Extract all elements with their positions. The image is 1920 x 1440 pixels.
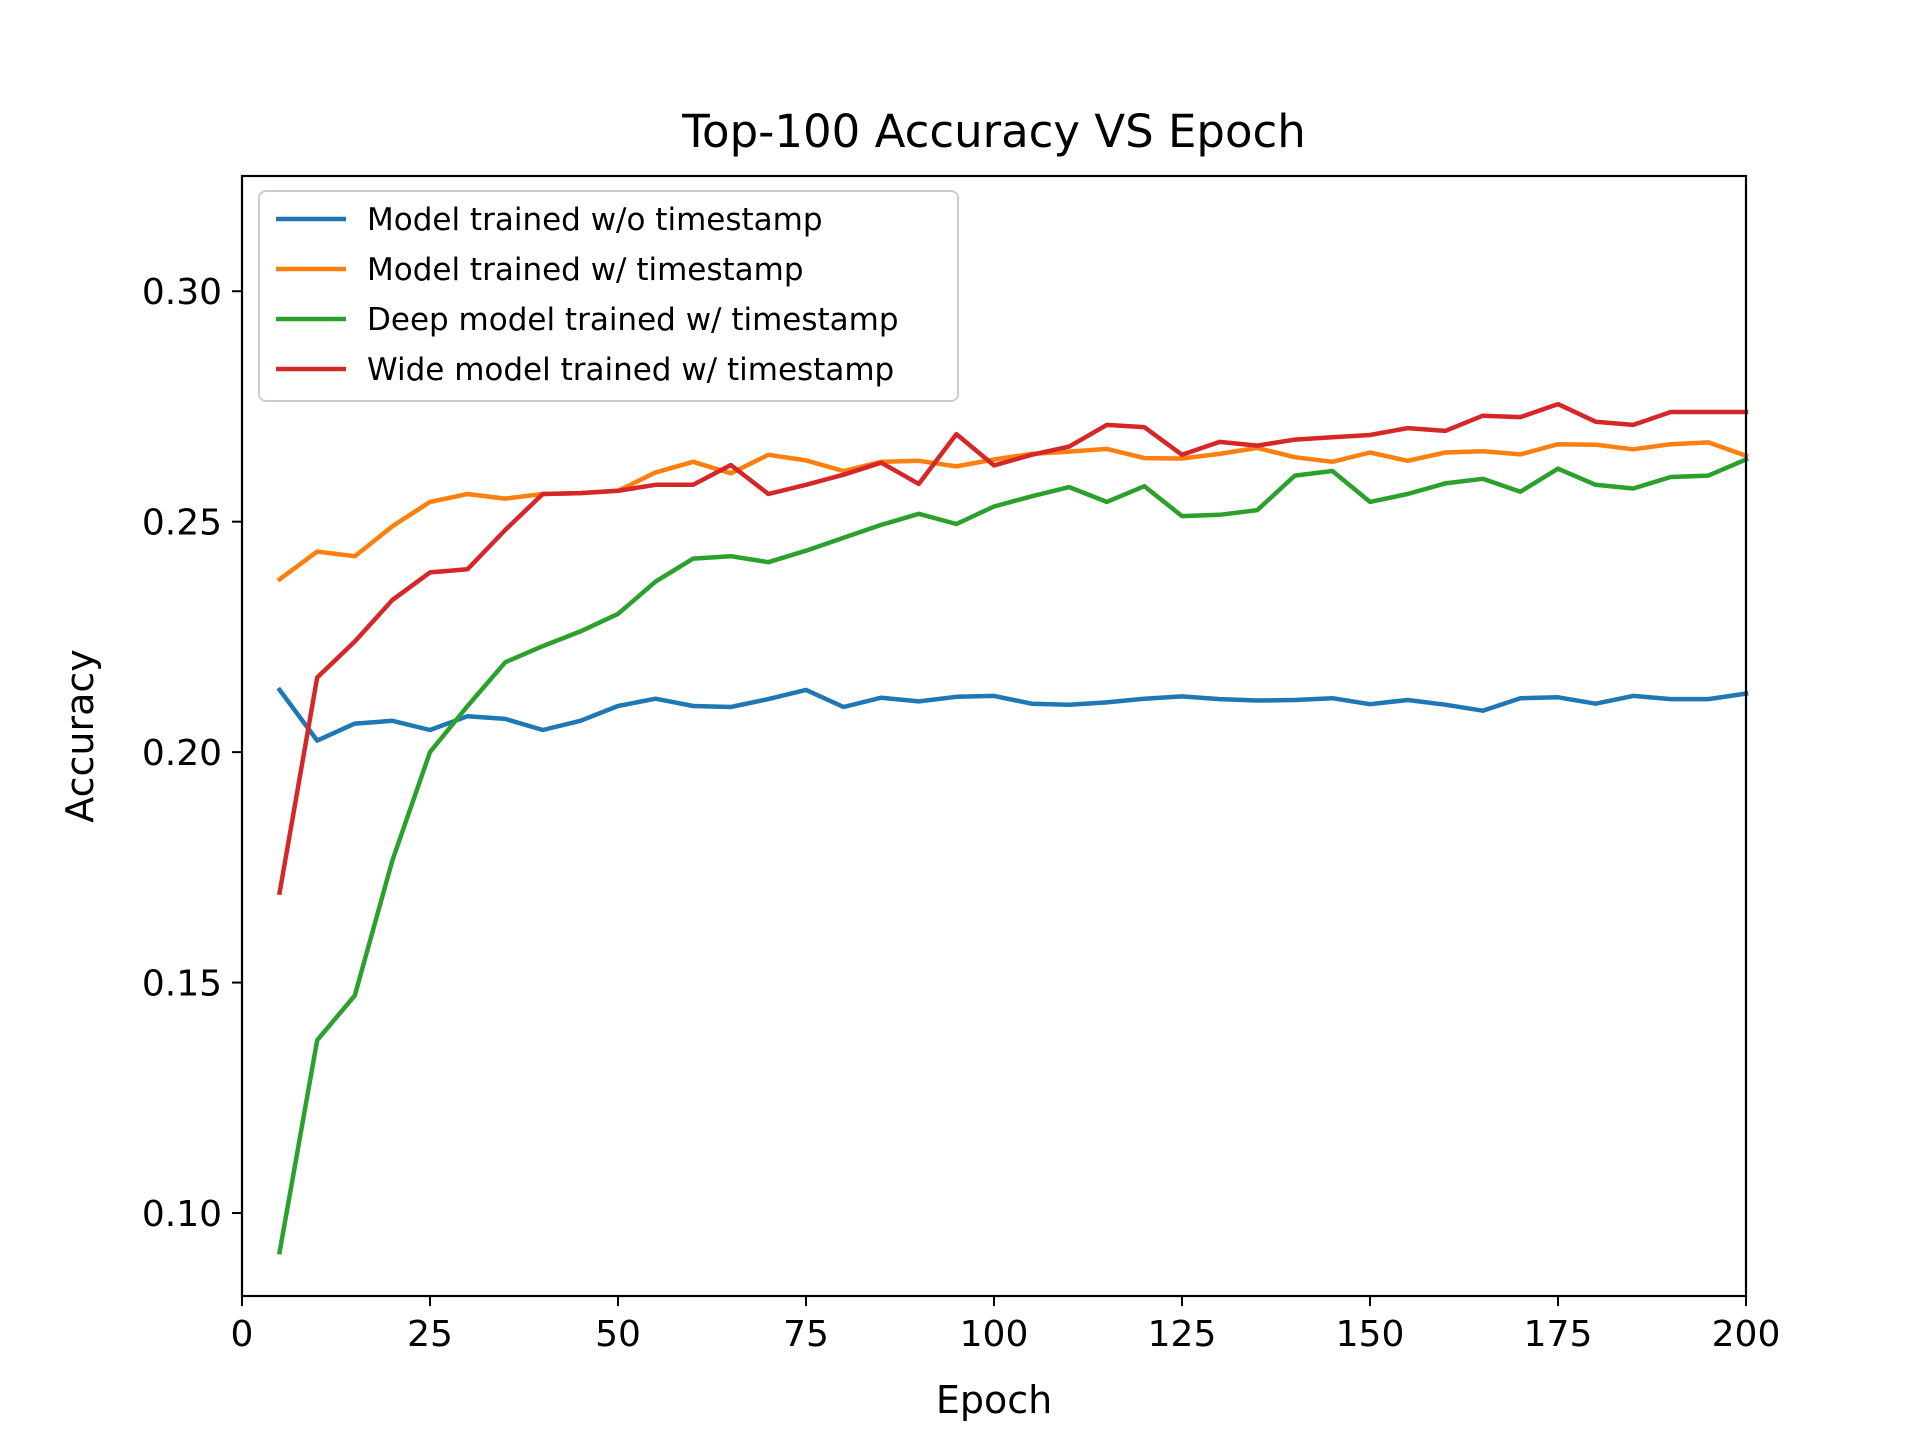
y-axis-label: Accuracy	[58, 649, 102, 823]
y-axis: 0.10 0.15 0.20 0.25 0.30	[142, 272, 242, 1235]
y-tick-label-0: 0.10	[142, 1194, 222, 1235]
series-line-0	[276, 686, 1749, 743]
y-tick-label-2: 0.20	[142, 733, 222, 774]
x-tick-label-5: 125	[1148, 1314, 1217, 1355]
y-tick-label-4: 0.30	[142, 272, 222, 313]
x-axis-label: Epoch	[936, 1378, 1052, 1422]
x-tick-label-1: 25	[407, 1314, 453, 1355]
series-line-1	[276, 440, 1749, 583]
x-tick-label-6: 150	[1336, 1314, 1405, 1355]
legend-label-0: Model trained w/o timestamp	[367, 202, 823, 238]
chart-title: Top-100 Accuracy VS Epoch	[681, 105, 1306, 158]
x-tick-label-8: 200	[1712, 1314, 1781, 1355]
legend: Model trained w/o timestamp Model traine…	[258, 190, 959, 402]
series-line-2	[276, 456, 1749, 1255]
legend-box	[258, 190, 959, 402]
x-axis: 0 25 50 75 100 125 150 175 200	[231, 1296, 1781, 1355]
legend-label-3: Wide model trained w/ timestamp	[367, 352, 894, 388]
series-layer	[276, 401, 1749, 1255]
x-tick-label-7: 175	[1524, 1314, 1593, 1355]
legend-label-2: Deep model trained w/ timestamp	[367, 302, 899, 338]
legend-label-1: Model trained w/ timestamp	[367, 252, 804, 288]
y-tick-label-3: 0.25	[142, 503, 222, 544]
y-tick-label-1: 0.15	[142, 964, 222, 1005]
x-tick-label-0: 0	[231, 1314, 254, 1355]
x-tick-label-3: 75	[783, 1314, 829, 1355]
series-line-3	[276, 401, 1749, 896]
x-tick-label-4: 100	[960, 1314, 1029, 1355]
x-tick-label-2: 50	[595, 1314, 641, 1355]
